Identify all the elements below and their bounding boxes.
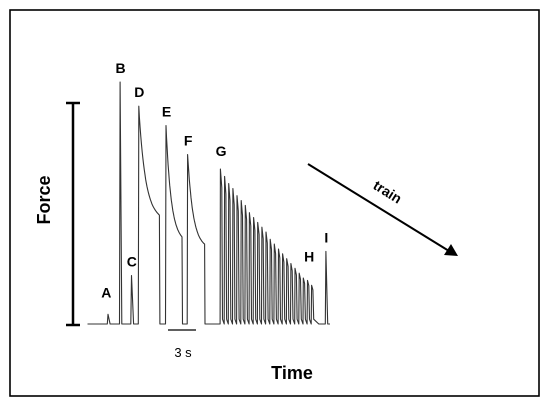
event-label-h: H <box>304 248 314 264</box>
x-axis-label: Time <box>271 363 313 383</box>
event-label-c: C <box>127 254 137 270</box>
event-labels: A B C D EF G HI <box>101 60 328 300</box>
y-axis-label: Force <box>34 175 54 224</box>
event-label-b: B <box>115 60 125 76</box>
event-label-i: I <box>324 229 328 245</box>
event-label-e: E <box>162 104 171 120</box>
event-label-d: D <box>134 84 144 100</box>
force-scale-bar <box>66 101 80 327</box>
figure-frame <box>9 9 540 397</box>
time-scale-label: 3 s <box>174 345 192 360</box>
force-trace <box>87 81 330 325</box>
event-label-g: G <box>216 143 227 159</box>
event-label-a: A <box>101 284 111 300</box>
train-label: train <box>371 177 405 207</box>
event-label-f: F <box>184 133 193 149</box>
train-arrow <box>307 163 458 256</box>
